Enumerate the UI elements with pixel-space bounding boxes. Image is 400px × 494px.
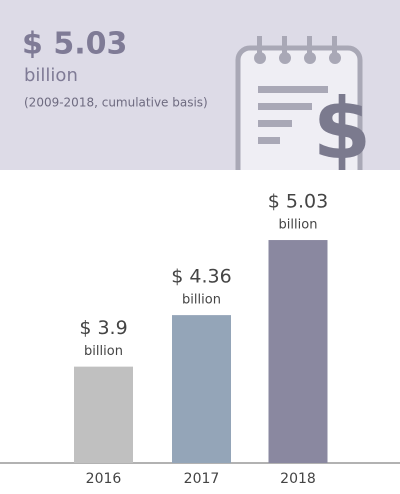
svg-text:$: $ [313,80,371,178]
x-tick-label: 2016 [86,471,122,487]
value-label: $ 3.9 [79,317,127,339]
value-unit: billion [84,344,123,359]
value-label: $ 4.36 [171,266,231,288]
value-unit: billion [182,293,221,308]
value-unit: billion [279,218,318,233]
note: (2009-2018, cumulative basis) [24,96,208,110]
bar [268,240,328,463]
value-label: $ 5.03 [268,191,328,213]
headline-unit: billion [24,65,78,86]
headline: $ 5.03 [22,27,127,62]
bar [74,366,133,463]
notepad-icon: $ [235,36,371,178]
x-tick-label: 2017 [184,471,220,487]
bar [172,315,231,463]
x-tick-label: 2018 [280,471,316,487]
